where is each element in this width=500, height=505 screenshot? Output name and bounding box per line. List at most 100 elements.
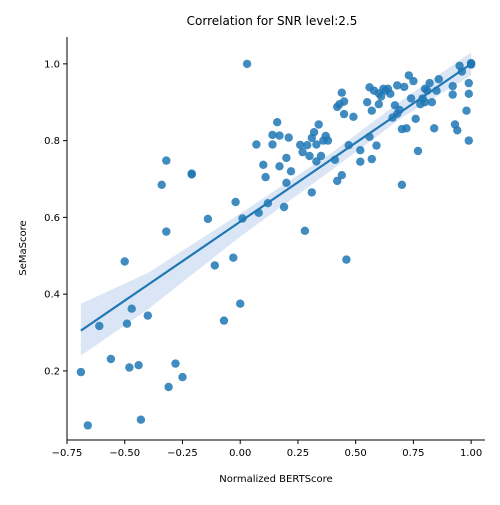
data-point (284, 133, 293, 142)
data-point (259, 160, 268, 169)
data-point (242, 59, 252, 69)
data-point (393, 81, 402, 90)
y-tick-label: 0.4 (44, 290, 60, 301)
data-point (268, 130, 277, 140)
data-point (275, 131, 284, 140)
y-tick-label: 0.8 (44, 136, 60, 147)
data-point (342, 255, 351, 264)
data-point (339, 97, 349, 106)
data-point (106, 354, 116, 364)
data-point (349, 112, 358, 122)
data-point (136, 415, 146, 424)
data-point (187, 170, 196, 179)
data-point (427, 98, 437, 107)
data-point (430, 124, 439, 133)
data-point (122, 319, 132, 328)
y-axis-label: SeMaScore (18, 220, 29, 275)
data-point (337, 88, 346, 97)
data-point (337, 171, 346, 180)
x-tick-label: 0.00 (229, 448, 251, 459)
data-point (376, 92, 386, 101)
data-point (462, 106, 471, 115)
data-point (323, 136, 333, 145)
data-point (448, 81, 457, 91)
x-tick-label: 0.25 (287, 448, 309, 459)
data-point (372, 141, 381, 150)
x-tick-label: −0.75 (52, 448, 83, 459)
y-ticks: 0.2 0.4 0.6 0.8 1.0 (44, 59, 67, 377)
data-point (356, 146, 365, 155)
data-point (400, 82, 409, 92)
data-point (314, 120, 323, 129)
confidence-band (80, 52, 472, 356)
data-point (453, 126, 462, 135)
data-point (312, 140, 321, 149)
data-point (134, 361, 143, 370)
data-point (411, 114, 420, 124)
data-point (374, 100, 383, 109)
data-point (157, 180, 166, 189)
data-point (464, 89, 473, 99)
data-point (356, 157, 365, 166)
data-point (229, 253, 238, 262)
data-point (76, 367, 86, 377)
data-point (367, 154, 376, 164)
data-point (143, 311, 152, 320)
x-tick-label: 1.00 (460, 448, 482, 459)
y-tick-label: 0.6 (44, 213, 60, 224)
data-point (464, 136, 473, 145)
data-point (448, 90, 457, 99)
data-point (210, 261, 219, 270)
data-point (305, 151, 314, 161)
data-point (219, 316, 229, 325)
data-point (333, 176, 342, 186)
data-point (434, 75, 443, 84)
data-point (120, 257, 129, 266)
data-point (171, 359, 180, 368)
data-point (404, 71, 413, 80)
data-point (309, 128, 319, 137)
chart-title: Correlation for SNR level:2.5 (187, 14, 358, 28)
data-point (420, 98, 430, 107)
data-point (425, 78, 434, 88)
data-point (231, 197, 240, 207)
x-tick-label: 0.75 (402, 448, 424, 459)
data-point (275, 162, 284, 171)
data-point (261, 172, 270, 182)
y-tick-label: 0.2 (44, 366, 60, 377)
data-point (367, 106, 376, 115)
data-point (268, 140, 277, 149)
y-tick-label: 1.0 (44, 59, 60, 70)
data-point (125, 363, 134, 372)
x-tick-label: −0.50 (109, 448, 140, 459)
data-point (127, 304, 136, 313)
data-point (316, 151, 326, 161)
data-point (164, 382, 173, 392)
x-axis-label: Normalized BERTScore (219, 474, 332, 485)
data-point (386, 89, 395, 99)
axes (66, 37, 485, 441)
data-point (83, 421, 93, 430)
data-point (339, 109, 349, 119)
data-point (406, 94, 416, 103)
x-tick-label: 0.50 (345, 448, 367, 459)
data-point (298, 147, 307, 157)
data-point (162, 156, 171, 165)
data-point (402, 124, 411, 133)
data-point (273, 118, 282, 127)
data-point (162, 227, 171, 236)
data-point (300, 226, 310, 235)
x-ticks: −0.75 −0.50 −0.25 0.00 0.25 0.50 0.75 1.00 (52, 440, 482, 459)
data-point (286, 167, 296, 176)
x-tick-label: −0.25 (167, 448, 198, 459)
data-point (303, 141, 312, 150)
data-point (95, 321, 104, 331)
data-point (307, 188, 316, 197)
data-point (282, 153, 291, 163)
plot-area (76, 52, 476, 430)
data-point (397, 180, 407, 189)
data-point (413, 146, 423, 156)
data-point (282, 178, 291, 187)
